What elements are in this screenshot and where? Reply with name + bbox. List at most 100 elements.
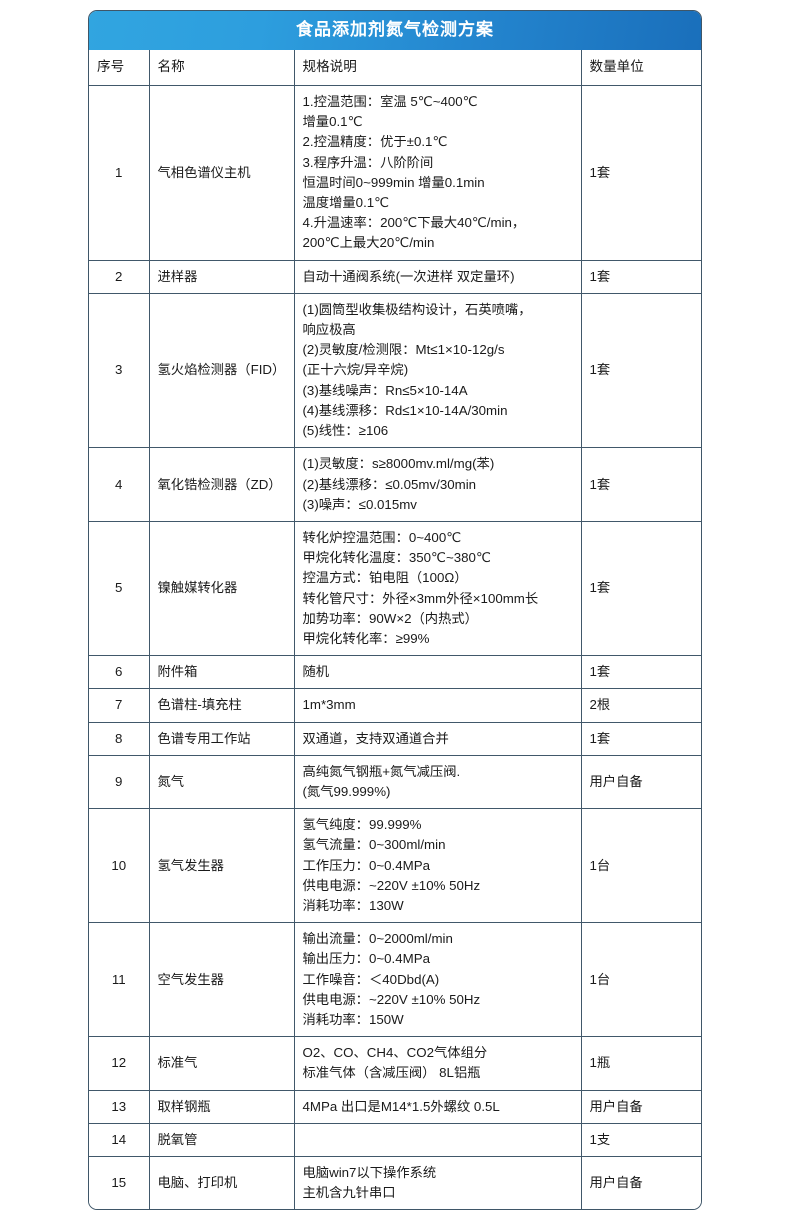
cell-qty: 1套 <box>580 85 701 261</box>
cell-no: 7 <box>89 688 150 723</box>
table-body: 1 气相色谱仪主机 1.控温范围：室温 5℃~400℃ 增量0.1℃ 2.控温精度：优于… <box>89 85 701 1210</box>
spec-line: 甲烷化转化温度：350℃~380℃ <box>302 550 491 566</box>
column-header-name: 名称 <box>148 50 295 86</box>
cell-spec: 自动十通阀系统(一次进样 双定量环) <box>293 259 582 294</box>
spec-line: 双通道，支持双通道合并 <box>302 730 449 746</box>
cell-no: 15 <box>89 1155 150 1210</box>
cell-spec: (1)灵敏度：s≥8000mv.ml/mg(苯) (2)基线漂移：≤0.05mv/… <box>293 447 582 522</box>
cell-qty: 1套 <box>580 292 701 449</box>
cell-spec: 随机 <box>293 655 582 690</box>
cell-name: 色谱柱-填充柱 <box>148 688 295 723</box>
spec-line: (5)线性：≥106 <box>302 423 389 439</box>
spec-line: 氢气流量：0~300ml/min <box>302 837 446 853</box>
cell-qty: 1台 <box>580 808 701 924</box>
spec-line: 加势功率：90W×2（内热式） <box>302 610 478 626</box>
cell-qty: 1套 <box>580 721 701 756</box>
cell-qty: 用户自备 <box>580 754 701 810</box>
table-row: 4 氧化锆检测器（ZD） (1)灵敏度：s≥8000mv.ml/mg(苯) (2)基线… <box>89 447 701 522</box>
table-header-row: 序号 名称 规格说明 数量单位 <box>89 50 701 86</box>
table-row: 12 标准气 O2、CO、CH4、CO2气体组分 标准气体（含减压阀） 8L铝瓶 1瓶 <box>89 1036 701 1091</box>
cell-no: 2 <box>89 259 150 294</box>
cell-qty: 用户自备 <box>580 1155 701 1210</box>
spec-line: 供电电源：~220V ±10% 50Hz <box>302 991 481 1007</box>
column-header-no: 序号 <box>89 50 150 86</box>
spec-line: 增量0.1℃ <box>302 114 363 130</box>
cell-name: 氮气 <box>148 754 295 810</box>
spec-line: (2)基线漂移：≤0.05mv/30min <box>302 476 477 492</box>
cell-name: 氧化锆检测器（ZD） <box>148 447 295 522</box>
spec-line: (1)灵敏度：s≥8000mv.ml/mg(苯) <box>302 456 495 472</box>
cell-spec <box>293 1122 582 1157</box>
cell-qty: 用户自备 <box>580 1089 701 1124</box>
table-row: 9 氮气 高纯氮气钢瓶+氮气减压阀. (氮气99.999%) 用户自备 <box>89 754 701 810</box>
spec-line: 200℃上最大20℃/min <box>302 235 435 251</box>
spec-line: 标准气体（含减压阀） 8L铝瓶 <box>302 1065 481 1081</box>
specification-table: 序号 名称 规格说明 数量单位 1 气相色谱仪主机 1.控温范围：室温 5℃~400… <box>89 50 701 1210</box>
spec-line: 电脑win7以下操作系统 <box>302 1164 437 1180</box>
spec-line: 输出流量：0~2000ml/min <box>302 931 453 947</box>
spec-line: 转化管尺寸：外径×3mm外径×100mm长 <box>302 590 539 606</box>
cell-name: 附件箱 <box>148 655 295 690</box>
table-row: 13 取样钢瓶 4MPa 出口是M14*1.5外螺纹 0.5L 用户自备 <box>89 1089 701 1124</box>
spec-table-card: 食品添加剂氮气检测方案 序号 名称 规格说明 数量单位 1 气相色谱仪主机 1.控温… <box>88 10 702 1210</box>
spec-line: (正十六烷/异辛烷) <box>302 362 409 378</box>
spec-line: 消耗功率：130W <box>302 897 404 913</box>
table-row: 7 色谱柱-填充柱 1m*3mm 2根 <box>89 688 701 723</box>
table-header: 序号 名称 规格说明 数量单位 <box>89 50 701 86</box>
cell-name: 脱氧管 <box>148 1122 295 1157</box>
table-row: 2 进样器 自动十通阀系统(一次进样 双定量环) 1套 <box>89 259 701 294</box>
cell-no: 8 <box>89 721 150 756</box>
spec-line: 工作压力：0~0.4MPa <box>302 857 430 873</box>
spec-line: O2、CO、CH4、CO2气体组分 <box>302 1045 488 1061</box>
spec-line: 1.控温范围：室温 5℃~400℃ <box>302 94 478 110</box>
cell-qty: 2根 <box>580 688 701 723</box>
cell-qty: 1台 <box>580 922 701 1038</box>
spec-line: (2)灵敏度/检测限：Mt≤1×10-12g/s <box>302 342 505 358</box>
table-row: 6 附件箱 随机 1套 <box>89 655 701 690</box>
spec-line: 随机 <box>302 664 330 680</box>
table-row: 15 电脑、打印机 电脑win7以下操作系统 主机含九针串口 用户自备 <box>89 1155 701 1210</box>
cell-name: 色谱专用工作站 <box>148 721 295 756</box>
cell-spec: 双通道，支持双通道合并 <box>293 721 582 756</box>
spec-line: 消耗功率：150W <box>302 1011 404 1027</box>
cell-name: 镍触媒转化器 <box>148 520 295 657</box>
cell-spec: 输出流量：0~2000ml/min 输出压力：0~0.4MPa 工作噪音：＜40Db… <box>293 922 582 1038</box>
table-row: 14 脱氧管 1支 <box>89 1122 701 1157</box>
spec-line: (1)圆筒型收集极结构设计，石英喷嘴， <box>302 301 532 317</box>
cell-no: 13 <box>89 1089 150 1124</box>
cell-no: 4 <box>89 447 150 522</box>
spec-line: 1m*3mm <box>302 697 356 713</box>
spec-line: 工作噪音：＜40Dbd(A) <box>302 971 440 987</box>
cell-name: 氢火焰检测器（FID） <box>148 292 295 449</box>
cell-qty: 1支 <box>580 1122 701 1157</box>
page-title: 食品添加剂氮气检测方案 <box>89 11 701 51</box>
cell-no: 6 <box>89 655 150 690</box>
cell-spec: 1m*3mm <box>293 688 582 723</box>
spec-line: (3)基线噪声：Rn≤5×10-14A <box>302 382 468 398</box>
spec-line: 4MPa 出口是M14*1.5外螺纹 0.5L <box>302 1098 500 1114</box>
spec-line: 2.控温精度：优于±0.1℃ <box>302 134 448 150</box>
spec-line: 输出压力：0~0.4MPa <box>302 951 430 967</box>
spec-line: 3.程序升温：八阶阶间 <box>302 154 434 170</box>
table-row: 5 镍触媒转化器 转化炉控温范围：0~400℃ 甲烷化转化温度：350℃~380℃ 控温… <box>89 520 701 657</box>
cell-spec: 4MPa 出口是M14*1.5外螺纹 0.5L <box>293 1089 582 1124</box>
spec-line: 氢气纯度：99.999% <box>302 817 422 833</box>
cell-spec: 转化炉控温范围：0~400℃ 甲烷化转化温度：350℃~380℃ 控温方式：铂电阻（… <box>293 520 582 657</box>
cell-no: 9 <box>89 754 150 810</box>
cell-name: 电脑、打印机 <box>148 1155 295 1210</box>
cell-no: 5 <box>89 520 150 657</box>
table-row: 1 气相色谱仪主机 1.控温范围：室温 5℃~400℃ 增量0.1℃ 2.控温精度：优于… <box>89 85 701 261</box>
table-row: 8 色谱专用工作站 双通道，支持双通道合并 1套 <box>89 721 701 756</box>
spec-line: 自动十通阀系统(一次进样 双定量环) <box>302 268 515 284</box>
cell-no: 12 <box>89 1036 150 1091</box>
cell-name: 标准气 <box>148 1036 295 1091</box>
cell-name: 氢气发生器 <box>148 808 295 924</box>
cell-spec: O2、CO、CH4、CO2气体组分 标准气体（含减压阀） 8L铝瓶 <box>293 1036 582 1091</box>
cell-no: 1 <box>89 85 150 261</box>
spec-line <box>303 1130 573 1150</box>
spec-line: 温度增量0.1℃ <box>302 195 390 211</box>
spec-line: (4)基线漂移：Rd≤1×10-14A/30min <box>302 402 508 418</box>
spec-line: 甲烷化转化率：≥99% <box>302 630 430 646</box>
cell-spec: (1)圆筒型收集极结构设计，石英喷嘴， 响应极高 (2)灵敏度/检测限：Mt≤1×1… <box>293 292 582 449</box>
spec-line: (3)噪声：≤0.015mv <box>302 496 417 512</box>
